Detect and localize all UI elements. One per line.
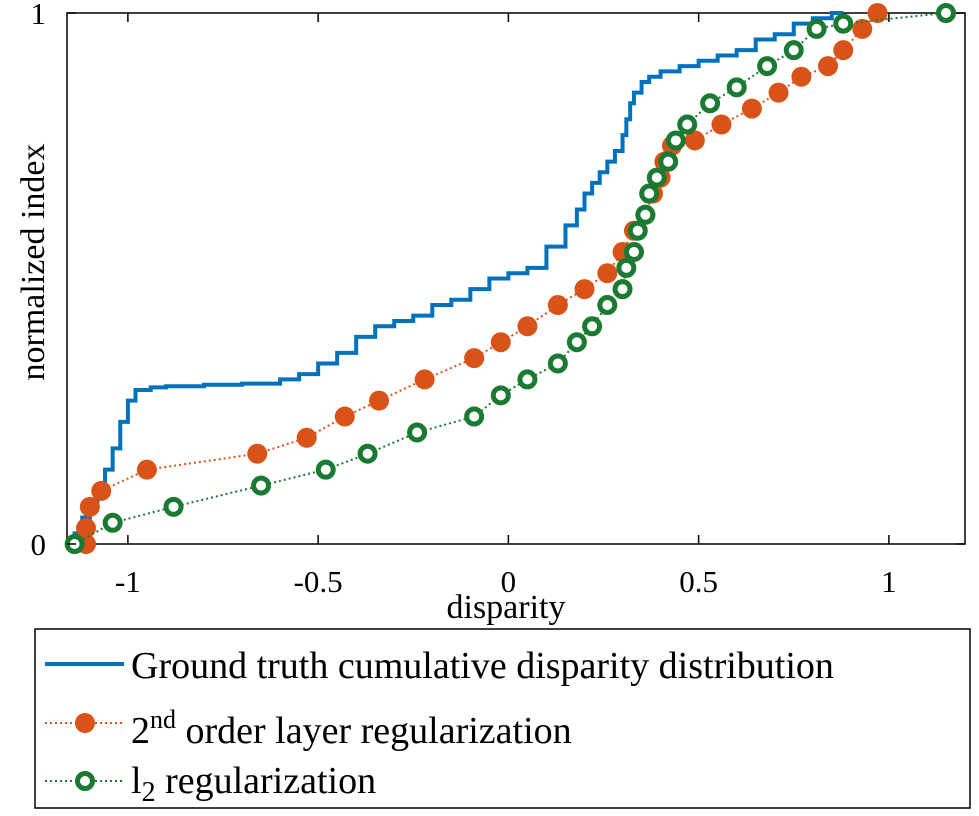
y-tick-label: 1 [31, 0, 47, 31]
data-point [414, 369, 435, 390]
legend-2nd-superscript: nd [150, 705, 176, 734]
legend-marker-l2 [75, 771, 95, 791]
data-point [251, 475, 272, 496]
data-point [574, 279, 595, 300]
data-point [91, 480, 112, 501]
data-point [464, 406, 485, 427]
data-point [783, 40, 804, 61]
legend-l2-rest: regularization [156, 760, 377, 802]
data-point [627, 220, 648, 241]
data-point [935, 3, 956, 23]
data-point [76, 518, 97, 539]
series-0 [72, 11, 844, 544]
x-tick-label: 0.5 [679, 564, 718, 599]
data-point [547, 295, 568, 316]
data-point [684, 130, 705, 151]
x-tick-label: 0 [501, 564, 517, 599]
x-tick-label: -1 [115, 564, 141, 599]
series-line-1 [85, 12, 879, 544]
data-point [296, 427, 317, 448]
series-2 [64, 3, 956, 554]
data-point [547, 353, 568, 374]
data-point [867, 3, 888, 23]
data-point [247, 443, 268, 464]
data-point [597, 263, 618, 284]
legend-l2-prefix: l [131, 760, 142, 802]
legend-2nd-prefix: 2 [131, 710, 150, 752]
data-point [658, 151, 679, 172]
data-point [616, 257, 637, 278]
data-point [665, 130, 686, 151]
data-point [726, 77, 747, 98]
data-point [700, 93, 721, 114]
data-point [369, 390, 390, 411]
data-point [490, 332, 511, 353]
data-point [517, 316, 538, 337]
data-point [806, 18, 827, 39]
legend: Ground truth cumulative disparity distri… [34, 628, 971, 809]
legend-2nd-rest: order layer regularization [176, 710, 572, 752]
data-point [741, 98, 762, 119]
x-axis-title: disparity [447, 589, 566, 626]
data-point [566, 332, 587, 353]
y-tick-labels: 01 [31, 0, 47, 562]
data-point [852, 18, 873, 39]
y-tick-label: 0 [31, 527, 47, 562]
legend-label-l2: l2 regularization [131, 760, 376, 808]
legend-label-ground-truth: Ground truth cumulative disparity distri… [131, 645, 834, 687]
legend-label-2nd-order: 2nd order layer regularization [131, 705, 572, 752]
data-point [635, 204, 656, 225]
data-point [677, 114, 698, 135]
data-point [833, 13, 854, 34]
data-point [490, 385, 511, 406]
legend-marker-2nd-order [75, 713, 95, 733]
series-line-ground-truth [72, 11, 844, 544]
data-point [757, 56, 778, 77]
data-point [711, 114, 732, 135]
data-point [315, 459, 336, 480]
data-point [464, 348, 485, 369]
ticks-layer [67, 12, 965, 545]
data-point [833, 40, 854, 61]
data-point [597, 295, 618, 316]
data-point [79, 496, 100, 517]
legend-l2-subscript: 2 [142, 777, 156, 808]
data-point [768, 82, 789, 103]
series-layer [64, 3, 956, 554]
data-point [136, 459, 157, 480]
series-1 [76, 3, 888, 554]
data-point [646, 167, 667, 188]
x-tick-label: -0.5 [294, 564, 343, 599]
data-point [612, 279, 633, 300]
data-point [623, 241, 644, 262]
data-point [334, 406, 355, 427]
data-point [639, 183, 660, 204]
data-point [407, 422, 428, 443]
y-axis-title: normalized index [15, 144, 52, 381]
x-tick-label: 1 [881, 564, 897, 599]
data-point [818, 56, 839, 77]
data-point [791, 66, 812, 87]
data-point [357, 443, 378, 464]
data-point [163, 496, 184, 517]
legend-box [34, 628, 971, 809]
data-point [102, 512, 123, 533]
x-tick-labels: -1 -0.5 0 0.5 1 [115, 564, 897, 599]
data-point [517, 369, 538, 390]
plot-frame [66, 12, 966, 545]
data-point [582, 316, 603, 337]
